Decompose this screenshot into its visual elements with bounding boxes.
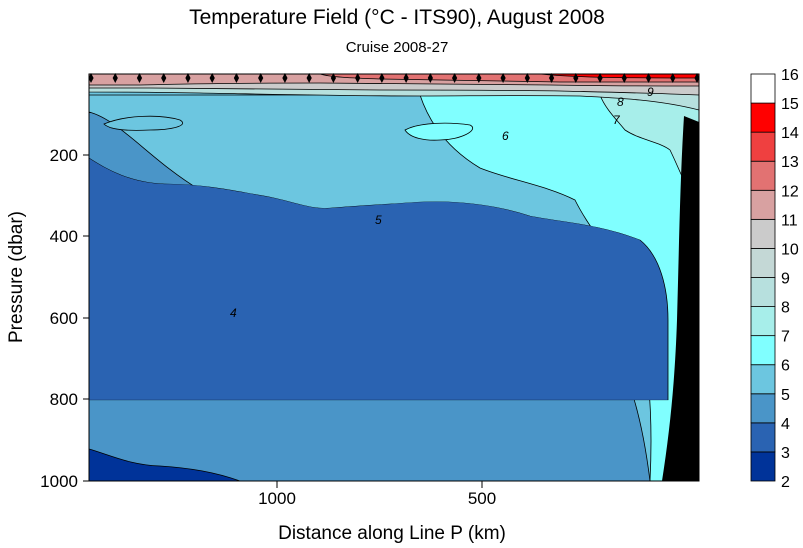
- contour-label-5: 5: [375, 213, 382, 227]
- contour-labels: 4 5 6 7 8 9: [230, 85, 654, 320]
- colorbar-swatch: [750, 277, 776, 307]
- station-marker: [88, 73, 94, 83]
- x-tick-label-500: 500: [468, 489, 496, 508]
- station-marker: [694, 73, 700, 83]
- station-marker: [524, 73, 530, 83]
- colorbar-label: 16: [781, 67, 799, 84]
- y-tick-label-400: 400: [50, 227, 78, 246]
- colorbar-swatch: [750, 248, 776, 278]
- colorbar-label: 3: [781, 445, 790, 462]
- station-marker: [476, 73, 482, 83]
- colorbar-label: 14: [781, 125, 799, 142]
- contour-label-9: 9: [647, 85, 654, 99]
- colorbar: 2 3 4 5 6 7 8 9 10 11 12 13 14 15 16: [750, 67, 799, 491]
- colorbar-swatch: [750, 102, 776, 133]
- colorbar-label: 8: [781, 300, 790, 317]
- fill-band-3-4: [88, 157, 669, 401]
- station-marker: [355, 73, 361, 83]
- station-marker: [306, 73, 312, 83]
- y-tick-label-600: 600: [50, 309, 78, 328]
- colorbar-label: 10: [781, 241, 799, 258]
- station-marker: [233, 73, 240, 83]
- station-marker: [597, 73, 603, 83]
- y-axis-label: Pressure (dbar): [6, 211, 27, 343]
- colorbar-swatch: [750, 189, 776, 220]
- colorbar-label: 2: [781, 474, 790, 491]
- station-marker: [452, 73, 458, 83]
- station-marker: [621, 73, 627, 83]
- colorbar-swatch: [750, 73, 776, 104]
- plot-frame: [88, 73, 700, 482]
- colorbar-label: 9: [781, 271, 790, 288]
- y-tick-label-1000: 1000: [40, 472, 78, 491]
- station-marker: [112, 73, 118, 83]
- x-axis: 1000 500 Distance along Line P (km): [258, 481, 506, 544]
- station-marker: [136, 73, 143, 83]
- plot-area: [88, 73, 700, 482]
- chart-title: Temperature Field (°C - ITS90), August 2…: [189, 6, 605, 29]
- station-marker: [645, 73, 652, 83]
- station-marker: [330, 73, 336, 83]
- eddy-feature-left: [103, 115, 183, 131]
- station-marker: [185, 73, 191, 83]
- colorbar-swatch: [750, 422, 776, 453]
- colorbar-swatch: [750, 306, 776, 337]
- y-axis: 200 400 600 800 1000 Pressure (dbar): [6, 146, 89, 491]
- bathymetry: [662, 116, 699, 481]
- colorbar-swatch: [750, 364, 776, 395]
- station-marker: [258, 73, 264, 83]
- surface-band-15-16: [539, 73, 700, 79]
- y-tick-label-800: 800: [50, 390, 78, 409]
- colorbar-label: 11: [781, 212, 798, 229]
- station-marker: [548, 73, 555, 83]
- x-tick-label-1000: 1000: [258, 489, 296, 508]
- chart-subtitle: Cruise 2008-27: [346, 39, 449, 56]
- colorbar-label: 7: [781, 329, 790, 346]
- colorbar-label: 15: [781, 96, 799, 113]
- station-marker: [379, 73, 385, 83]
- x-axis-label: Distance along Line P (km): [278, 523, 506, 544]
- colorbar-label: 5: [781, 387, 790, 404]
- contour-label-6: 6: [502, 129, 509, 143]
- station-marker: [427, 73, 433, 83]
- colorbar-label: 13: [781, 154, 799, 171]
- colorbar-swatch: [750, 335, 776, 366]
- station-marker: [282, 73, 288, 83]
- station-marker: [670, 73, 676, 83]
- colorbar-swatch: [750, 451, 776, 482]
- station-marker: [573, 73, 579, 83]
- fill-band-2-3: [88, 448, 241, 482]
- colorbar-label: 4: [781, 416, 790, 433]
- station-marker: [209, 73, 215, 83]
- station-marker: [161, 73, 167, 83]
- contour-label-7: 7: [613, 113, 621, 127]
- colorbar-swatch: [750, 393, 776, 424]
- contour-label-8: 8: [617, 95, 624, 109]
- station-markers: [88, 73, 700, 83]
- y-tick-label-200: 200: [50, 146, 78, 165]
- colorbar-label: 12: [781, 183, 799, 200]
- station-marker: [500, 73, 506, 83]
- station-marker: [403, 73, 409, 83]
- colorbar-swatch: [750, 160, 776, 191]
- colorbar-swatch: [750, 131, 776, 162]
- eddy-feature-center: [404, 122, 473, 141]
- colorbar-swatch: [750, 218, 776, 249]
- colorbar-label: 6: [781, 358, 790, 375]
- contour-label-4: 4: [230, 306, 237, 320]
